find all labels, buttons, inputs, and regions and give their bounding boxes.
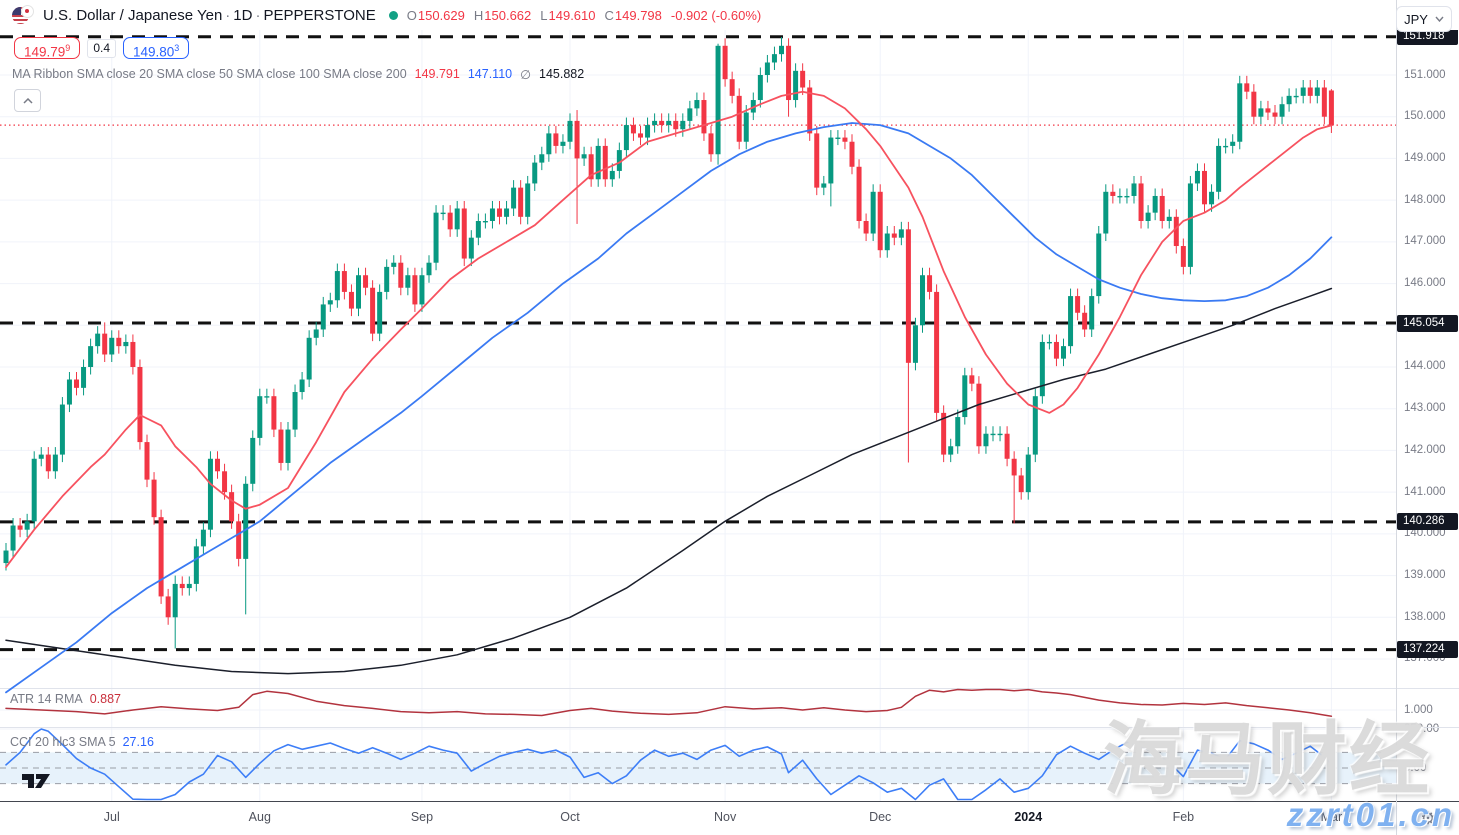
price-axis-label: 141.000 <box>1404 485 1446 498</box>
collapse-legend-button[interactable] <box>14 89 41 112</box>
time-axis-label: Jul <box>103 810 120 824</box>
axis-settings-corner[interactable]: ⚙ <box>1397 802 1459 835</box>
symbol-name[interactable]: U.S. Dollar / Japanese Yen <box>43 6 223 24</box>
ma-value: 147.110 <box>467 67 513 81</box>
cci-axis-label: 0.00 <box>1404 761 1427 774</box>
price-axis-label: 150.000 <box>1404 110 1446 123</box>
ohlc-item: H150.662 <box>473 7 532 23</box>
time-axis-label: Oct <box>560 810 580 824</box>
chart-header: U.S. Dollar / Japanese Yen · 1D · PEPPERSTON… <box>0 0 1396 30</box>
time-axis-label: Dec <box>869 810 892 824</box>
atr-axis-label: 1.000 <box>1404 703 1433 716</box>
tradingview-logo[interactable] <box>22 772 54 792</box>
price-axis-label: 142.000 <box>1404 443 1446 456</box>
time-axis-label: Feb <box>1172 810 1195 824</box>
time-axis-label: Nov <box>713 810 737 824</box>
pane-separator <box>1396 688 1459 689</box>
sma20-line <box>5 90 1333 569</box>
chart-plot-area[interactable] <box>0 30 1396 802</box>
price-level-label: 145.054 <box>1397 314 1458 332</box>
cci-indicator-legend[interactable]: CCI 20 hlc3 SMA 5 27.16 <box>10 735 154 749</box>
chevron-down-icon <box>1435 16 1444 22</box>
usdjpy-pair-icon <box>12 5 34 25</box>
time-axis[interactable]: Jul Aug Sep Oct Nov Dec 2024 Feb Mar <box>0 802 1396 835</box>
sma50-line <box>5 122 1333 694</box>
ma-value: 149.791 <box>414 67 460 81</box>
price-axis-label: 143.000 <box>1404 402 1446 415</box>
ma-ribbon-legend[interactable]: MA Ribbon SMA close 20 SMA close 50 SMA … <box>12 67 584 82</box>
atr-value: 0.887 <box>89 692 121 706</box>
price-axis-label: 139.000 <box>1404 569 1446 582</box>
price-level-label: 140.286 <box>1397 513 1458 531</box>
bid-price-button[interactable]: 149.799 <box>14 37 81 60</box>
ma-ribbon-label: MA Ribbon SMA close 20 SMA close 50 SMA … <box>12 67 407 81</box>
price-axis-label: 146.000 <box>1404 277 1446 290</box>
price-axis-label: 147.000 <box>1404 235 1446 248</box>
ma-ribbon-values: 149.791 147.110 ∅ 145.882 <box>415 67 585 82</box>
change-value: -0.902 (-0.60%) <box>670 7 762 23</box>
price-axis-border <box>1396 0 1397 835</box>
symbol-title[interactable]: U.S. Dollar / Japanese Yen · 1D · PEPPERSTON… <box>43 7 376 24</box>
candles-series <box>3 37 1334 649</box>
price-level-label: 151.918 <box>1397 30 1458 46</box>
cci-label: CCI 20 hlc3 SMA 5 <box>10 735 116 749</box>
ma-value: 145.882 <box>539 67 585 81</box>
price-axis[interactable]: 151.000 150.000 149.000 148.000 147.000 146.0… <box>1397 30 1459 801</box>
time-axis-label: Aug <box>248 810 271 824</box>
price-axis-label: 151.000 <box>1404 68 1446 81</box>
japan-flag-icon <box>21 5 34 18</box>
ohlc-values: O150.629 H150.662 L149.610 C149.798 -0.902 (… <box>407 8 761 23</box>
time-axis-separator <box>0 801 1459 802</box>
pane-separator <box>1396 727 1459 728</box>
ohlc-item: O150.629 <box>406 7 465 23</box>
chart-canvas[interactable] <box>0 30 1396 802</box>
sma200-line <box>5 287 1333 675</box>
atr-line <box>5 688 1333 717</box>
price-axis-label: 149.000 <box>1404 151 1446 164</box>
market-status-icon[interactable] <box>388 10 398 20</box>
atr-indicator-legend[interactable]: ATR 14 RMA 0.887 <box>10 692 121 706</box>
price-level-label: 137.224 <box>1397 641 1458 659</box>
currency-selector[interactable]: JPY <box>1396 6 1452 32</box>
time-axis-label: Mar <box>1320 810 1343 824</box>
cci-value: 27.16 <box>122 735 154 749</box>
price-axis-label: 138.000 <box>1404 610 1446 623</box>
ohlc-item: L149.610 <box>540 7 596 23</box>
quote-row: 149.799 0.4 149.803 <box>14 37 190 60</box>
cci-line <box>5 728 1333 801</box>
ma-value: ∅ <box>520 68 531 82</box>
interval-label[interactable]: 1D <box>233 6 253 24</box>
tradingview-logo-icon <box>22 774 50 788</box>
ask-price-button[interactable]: 149.803 <box>123 37 190 60</box>
title-separator: · <box>225 6 231 24</box>
exchange-label[interactable]: PEPPERSTONE <box>263 6 376 24</box>
gear-icon[interactable]: ⚙ <box>1420 808 1436 829</box>
spread-value: 0.4 <box>87 38 116 58</box>
ohlc-item: C149.798 <box>604 7 662 23</box>
atr-label: ATR 14 RMA <box>10 692 83 706</box>
time-axis-label: Sep <box>410 810 434 824</box>
currency-label: JPY <box>1404 11 1428 27</box>
cci-axis-label: 250.00 <box>1404 722 1440 735</box>
price-axis-label: 148.000 <box>1404 193 1446 206</box>
chevron-up-icon <box>22 97 33 104</box>
title-separator: · <box>255 6 261 24</box>
price-axis-label: 144.000 <box>1404 360 1446 373</box>
price-axis-label: 140.000 <box>1404 527 1446 540</box>
time-axis-label: 2024 <box>1014 810 1043 824</box>
